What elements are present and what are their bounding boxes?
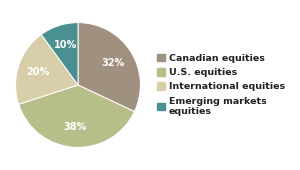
Text: 10%: 10%: [53, 40, 77, 50]
Legend: Canadian equities, U.S. equities, International equities, Emerging markets
equit: Canadian equities, U.S. equities, Intern…: [157, 54, 285, 116]
Wedge shape: [41, 23, 78, 85]
Text: 32%: 32%: [102, 58, 125, 68]
Wedge shape: [16, 35, 78, 104]
Text: 20%: 20%: [27, 67, 50, 77]
Wedge shape: [78, 23, 140, 112]
Wedge shape: [19, 85, 134, 147]
Text: 38%: 38%: [64, 122, 87, 132]
